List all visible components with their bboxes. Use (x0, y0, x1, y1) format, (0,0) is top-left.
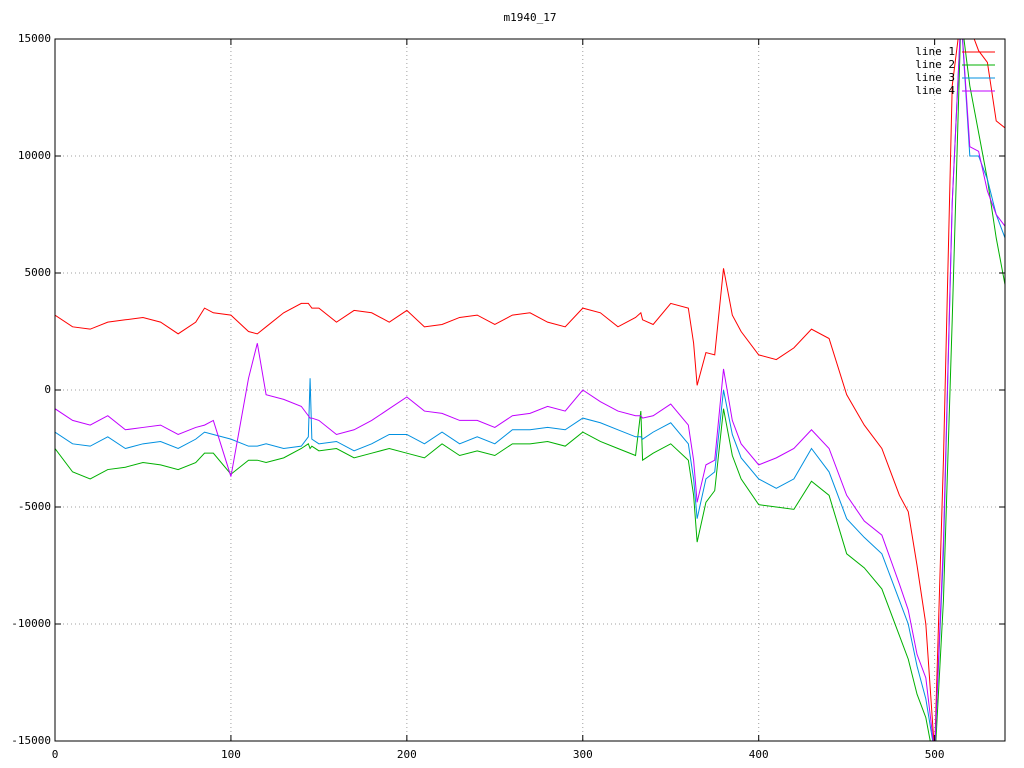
data-line (55, 39, 1005, 741)
legend-label: line 2 (915, 58, 955, 71)
x-tick-label: 500 (925, 748, 945, 761)
x-tick-label: 100 (221, 748, 241, 761)
x-tick-label: 200 (397, 748, 417, 761)
plot-area (55, 39, 1005, 741)
legend-label: line 1 (915, 45, 955, 58)
y-tick-label: -10000 (11, 617, 51, 630)
y-tick-label: 5000 (25, 266, 52, 279)
x-tick-label: 300 (573, 748, 593, 761)
y-tick-label: 0 (44, 383, 51, 396)
data-line (55, 39, 1005, 741)
legend-label: line 3 (915, 71, 955, 84)
data-line (55, 39, 1005, 741)
plot-border (54, 38, 1006, 742)
y-tick-label: -5000 (18, 500, 51, 513)
y-tick-label: -15000 (11, 734, 51, 747)
y-tick-label: 15000 (18, 32, 51, 45)
y-tick-label: 10000 (18, 149, 51, 162)
data-line (55, 39, 1005, 741)
x-tick-label: 400 (749, 748, 769, 761)
chart-title: m1940_17 (504, 11, 557, 24)
x-tick-label: 0 (52, 748, 59, 761)
legend-label: line 4 (915, 84, 955, 97)
grid (54, 38, 1005, 742)
